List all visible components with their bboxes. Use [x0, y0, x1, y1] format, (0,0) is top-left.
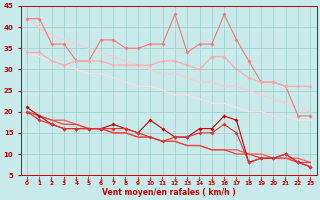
X-axis label: Vent moyen/en rafales ( km/h ): Vent moyen/en rafales ( km/h )	[102, 188, 236, 197]
